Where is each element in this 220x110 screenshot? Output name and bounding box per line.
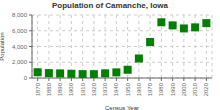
svg-text:6,000: 6,000 <box>12 28 28 34</box>
svg-text:1920: 1920 <box>91 82 97 96</box>
svg-text:2010: 2010 <box>192 82 198 96</box>
svg-text:1970: 1970 <box>147 82 153 96</box>
svg-text:2,000: 2,000 <box>12 59 28 65</box>
svg-text:Census Year: Census Year <box>105 105 139 110</box>
svg-text:1870: 1870 <box>35 82 41 96</box>
svg-text:2000: 2000 <box>181 82 187 96</box>
svg-text:2020: 2020 <box>203 82 209 96</box>
svg-text:1950: 1950 <box>125 82 131 96</box>
svg-text:0: 0 <box>24 75 28 81</box>
svg-text:1930: 1930 <box>102 82 108 96</box>
svg-text:1910: 1910 <box>80 82 86 96</box>
svg-text:1990: 1990 <box>170 82 176 96</box>
svg-text:1890: 1890 <box>57 82 63 96</box>
svg-text:1980: 1980 <box>158 82 164 96</box>
svg-text:1960: 1960 <box>136 82 142 96</box>
svg-text:8,000: 8,000 <box>12 12 28 18</box>
html-text:Population of Camanche, Iowa: Population of Camanche, Iowa <box>52 1 168 10</box>
svg-text:1880: 1880 <box>46 82 52 96</box>
svg-text:1900: 1900 <box>68 82 74 96</box>
svg-text:4,000: 4,000 <box>12 44 28 50</box>
svg-text:1940: 1940 <box>113 82 119 96</box>
